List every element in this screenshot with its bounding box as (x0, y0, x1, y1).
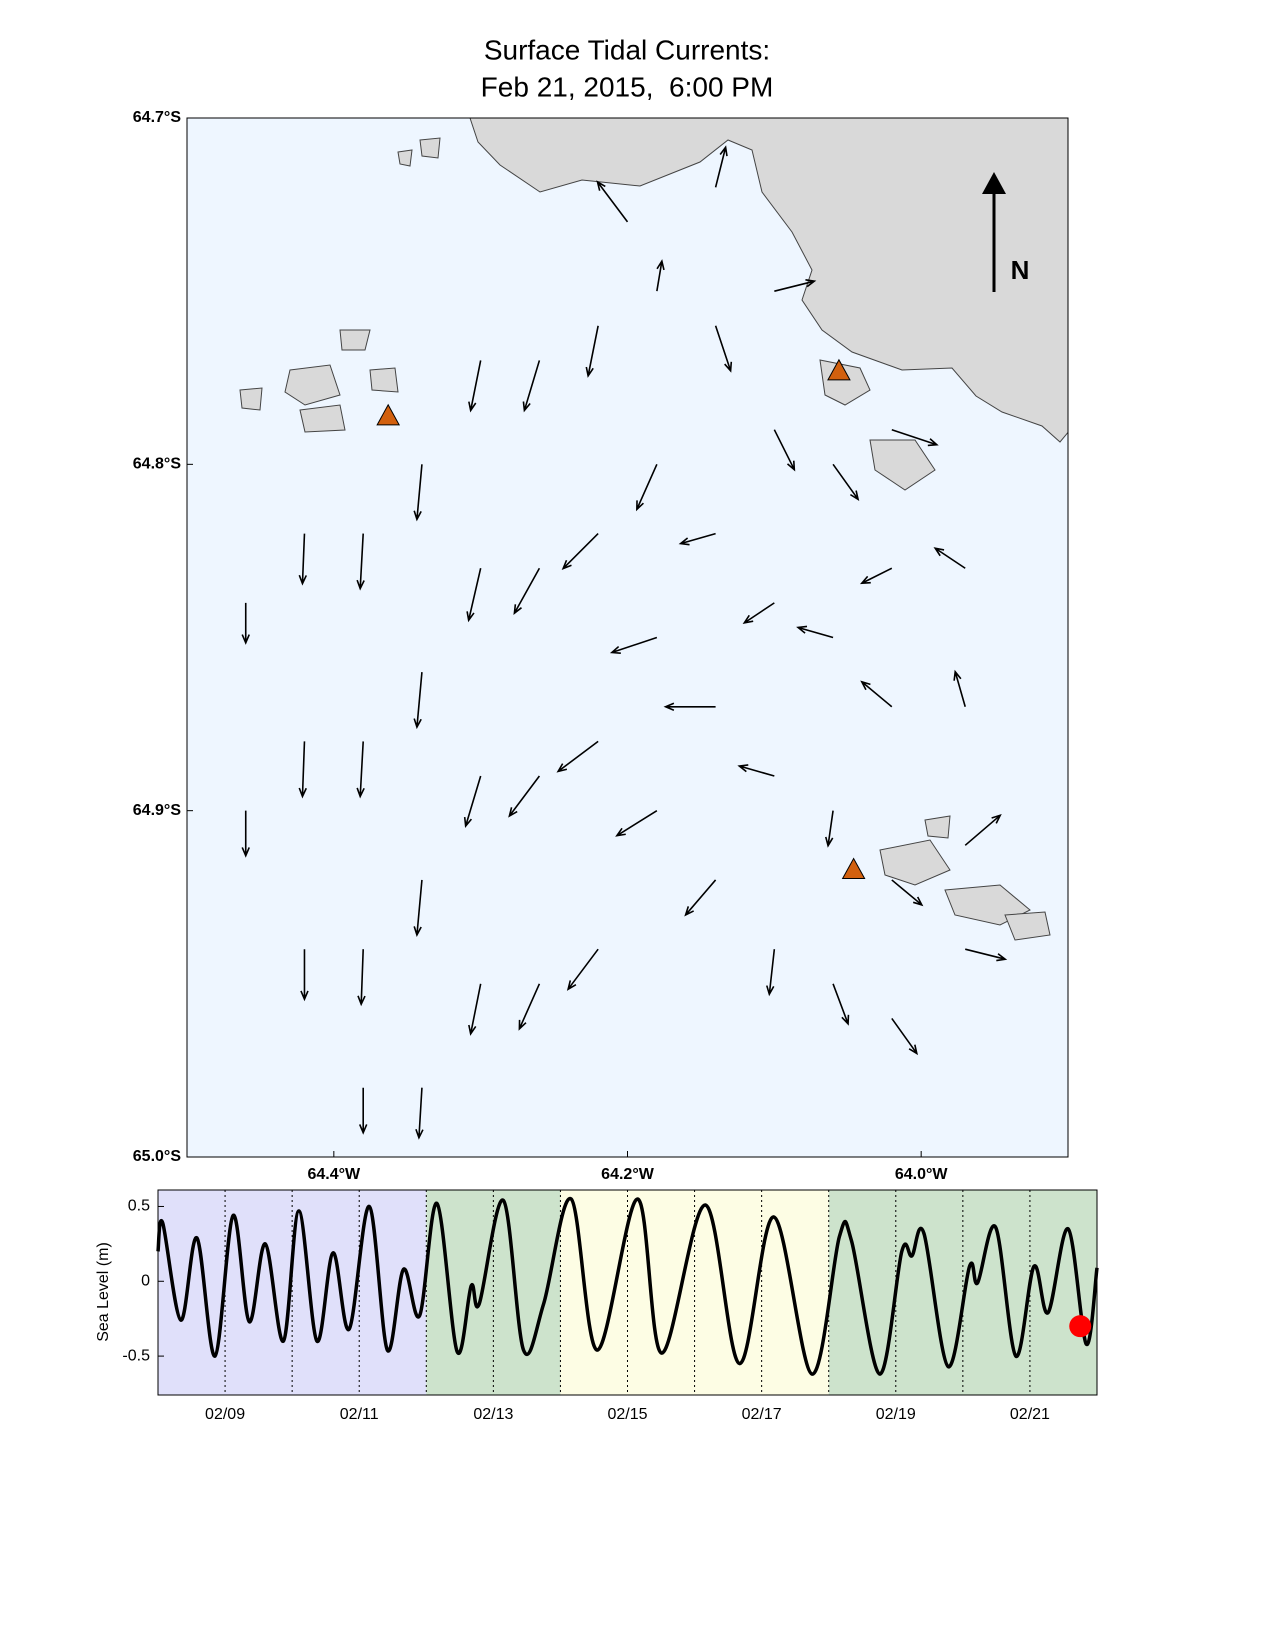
x-tick-label: 02/11 (340, 1406, 379, 1423)
current-arrow (413, 464, 423, 522)
current-arrow (566, 948, 599, 991)
x-tick-label: 64.2°W (601, 1166, 655, 1183)
current-arrow (466, 568, 482, 623)
x-tick-label: 02/13 (473, 1406, 513, 1423)
y-tick-label: 64.8°S (133, 456, 182, 473)
station-marker (841, 857, 866, 880)
island (869, 439, 936, 491)
x-tick-label: 02/21 (1010, 1406, 1050, 1423)
current-arrow (561, 533, 599, 571)
current-arrow (774, 278, 817, 292)
island (284, 364, 341, 406)
current-arrow (609, 636, 658, 655)
y-tick-label: 0 (141, 1272, 150, 1289)
current-arrow (859, 567, 893, 585)
current-arrow (556, 740, 599, 773)
current-arrow (241, 602, 250, 645)
north-arrow-head (982, 172, 1006, 194)
current-arrow (518, 983, 541, 1031)
island (339, 329, 371, 351)
y-tick-label: 65.0°S (133, 1148, 182, 1165)
current-arrow (824, 810, 834, 848)
current-arrow (965, 948, 1008, 962)
current-arrow (860, 680, 893, 708)
current-arrow (463, 775, 482, 829)
current-arrow (298, 533, 308, 586)
current-time-marker (1069, 1315, 1092, 1338)
island (369, 367, 399, 393)
current-arrow (413, 879, 423, 937)
current-arrow (953, 669, 966, 707)
x-tick-label: 64.0°W (895, 1166, 949, 1183)
plot-frame (157, 1189, 1098, 1396)
y-tick-label: 64.7°S (133, 109, 182, 126)
island (1004, 911, 1051, 941)
coastline (469, 118, 1068, 443)
current-arrow (468, 983, 482, 1036)
x-tick-label: 02/17 (742, 1406, 782, 1423)
current-arrow (300, 949, 309, 1002)
island (299, 404, 346, 433)
x-tick-label: 64.4°W (308, 1166, 362, 1183)
north-arrow (982, 172, 1006, 292)
x-tick-label: 02/09 (205, 1406, 245, 1423)
current-arrow (684, 879, 717, 917)
current-arrow (615, 809, 658, 837)
current-arrow (298, 741, 307, 799)
island (239, 387, 263, 411)
current-arrow (636, 464, 658, 512)
current-arrow (356, 741, 365, 799)
current-arrow (413, 672, 423, 730)
current-arrow (513, 567, 541, 616)
station-marker (827, 358, 851, 381)
current-arrow (663, 702, 716, 712)
station-marker (376, 403, 401, 426)
island (924, 815, 951, 839)
current-arrow (714, 325, 733, 373)
current-arrow (358, 1087, 368, 1135)
current-arrow (508, 775, 541, 818)
island (419, 137, 441, 159)
current-arrow (356, 533, 365, 591)
current-arrow (656, 259, 665, 292)
y-tick-label: -0.5 (122, 1347, 150, 1364)
current-arrow (415, 1087, 424, 1140)
current-arrow (832, 983, 850, 1026)
current-arrow (522, 360, 541, 413)
title-line-2: Feb 21, 2015, 6:00 PM (481, 71, 774, 102)
current-arrow (773, 429, 796, 472)
current-arrow (891, 879, 924, 907)
current-arrow (714, 145, 728, 188)
current-arrow (357, 949, 366, 1007)
current-arrow (891, 428, 939, 447)
y-tick-label: 0.5 (128, 1198, 150, 1215)
current-arrow (765, 949, 776, 997)
current-arrow (933, 547, 966, 569)
y-axis-label: Sea Level (m) (95, 1242, 112, 1342)
land (239, 118, 1068, 941)
current-arrow (468, 360, 482, 413)
north-label: N (1011, 255, 1030, 285)
y-tick-label: 64.9°S (133, 802, 182, 819)
sea-level-line (156, 1197, 1099, 1376)
title-line-1: Surface Tidal Currents: (484, 34, 770, 65)
x-tick-label: 02/15 (607, 1406, 647, 1423)
island (879, 839, 951, 886)
current-arrow (832, 463, 860, 502)
current-arrow (596, 180, 629, 223)
current-arrow (241, 810, 250, 858)
island (397, 149, 413, 167)
current-arrow (964, 813, 1002, 846)
current-arrow (742, 602, 775, 625)
current-arrow (796, 625, 834, 639)
current-arrow (585, 325, 599, 378)
current-arrow (891, 1018, 918, 1056)
current-arrow (678, 532, 716, 546)
current-arrow (737, 764, 775, 777)
x-tick-label: 02/19 (876, 1406, 916, 1423)
